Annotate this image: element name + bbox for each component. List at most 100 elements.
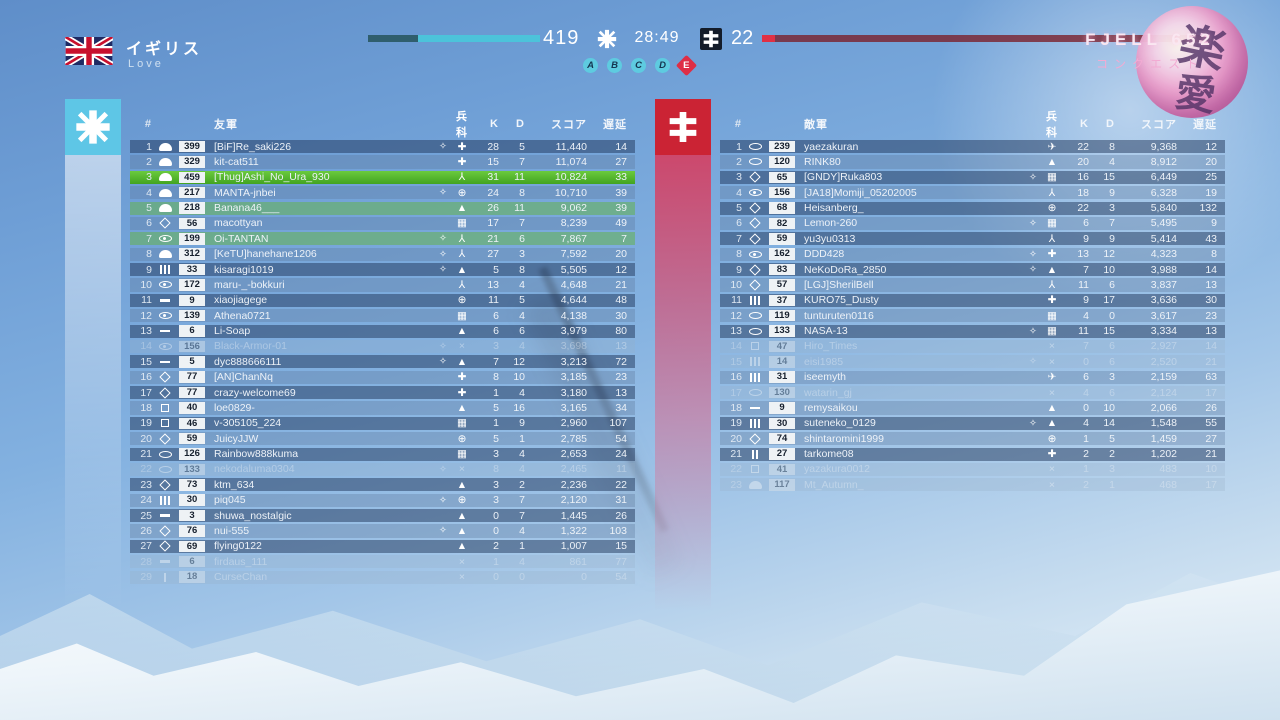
player-row[interactable]: 21 27 tarkome08 ✚ 2 2 1,202 21: [720, 447, 1225, 461]
squad-leader-icon: ✧: [439, 340, 447, 352]
player-row[interactable]: 4 217 MANTA-jnbei ✧ ⊕ 24 8 10,710 39: [130, 186, 635, 200]
player-row[interactable]: 6 56 macottyan ▦ 17 7 8,239 49: [130, 216, 635, 231]
player-row[interactable]: 23 73 ktm_634 ▲ 3 2 2,236 22: [130, 478, 635, 492]
player-row[interactable]: 20 74 shintaromini1999 ⊕ 1 5 1,459 27: [720, 432, 1225, 446]
deaths-value: 10: [1103, 401, 1115, 414]
player-row[interactable]: 22 41 yazakura0012 × 1 3 483 10: [720, 462, 1225, 477]
player-row[interactable]: 10 172 maru-_-bokkuri ⅄ 13 4 4,648 21: [130, 278, 635, 292]
player-row[interactable]: 11 9 xiaojiagege ⊕ 11 5 4,644 48: [130, 293, 635, 307]
score-value: 0: [581, 571, 587, 584]
player-name: yaezakuran: [804, 140, 859, 153]
player-row[interactable]: 29 18 CurseChan × 0 0 0 54: [130, 570, 635, 584]
player-row[interactable]: 8 312 [KeTU]hanehane1206 ✧ ⅄ 27 3 7,592 …: [130, 247, 635, 261]
deaths-value: 6: [1109, 340, 1115, 353]
player-row[interactable]: 9 83 NeKoDoRa_2850 ✧ ▲ 7 10 3,988 14: [720, 263, 1225, 277]
player-row[interactable]: 9 33 kisaragi1019 ✧ ▲ 5 8 5,505 12: [130, 263, 635, 277]
scout-class-icon: ▲: [456, 524, 468, 537]
player-row[interactable]: 22 133 nekodaluma0304 ✧ × 8 4 2,465 11: [130, 462, 635, 477]
player-row[interactable]: 14 47 Hiro_Times × 7 6 2,927 14: [720, 339, 1225, 354]
player-row[interactable]: 23 117 Mt_Autumn_ × 2 1 468 17: [720, 478, 1225, 492]
player-row[interactable]: 26 76 nui-555 ✧ ▲ 0 4 1,322 103: [130, 524, 635, 538]
player-row[interactable]: 21 126 Rainbow888kuma ▦ 3 4 2,653 24: [130, 447, 635, 461]
player-row[interactable]: 3 65 [GNDY]Ruka803 ✧ ▦ 16 15 6,449 25: [720, 170, 1225, 184]
none-class-icon: ×: [1048, 340, 1056, 353]
ping-value: 132: [1199, 202, 1217, 215]
squad-leader-icon: ✧: [439, 494, 447, 506]
player-row[interactable]: 16 77 [AN]ChanNq ✚ 8 10 3,185 23: [130, 370, 635, 384]
player-row[interactable]: 19 30 suteneko_0129 ✧ ▲ 4 14 1,548 55: [720, 416, 1225, 430]
player-row[interactable]: 1 399 [BiF]Re_saki226 ✧ ✚ 28 5 11,440 14: [130, 140, 635, 154]
player-row[interactable]: 24 30 piq045 ✧ ⊕ 3 7 2,120 31: [130, 493, 635, 507]
player-row[interactable]: 14 156 Black-Armor-01 ✧ × 3 4 3,698 13: [130, 339, 635, 354]
diamond-rank-icon: [159, 540, 171, 553]
ping-value: 15: [615, 540, 627, 553]
row-rank-number: 9: [736, 263, 742, 276]
player-name: loe0829-: [214, 401, 255, 414]
kills-value: 2: [493, 540, 499, 553]
player-row[interactable]: 7 199 Oi-TANTAN ✧ ⅄ 21 6 7,867 7: [130, 232, 635, 246]
player-name: Oi-TANTAN: [214, 232, 269, 245]
player-row[interactable]: 3 459 [Thug]Ashi_No_Ura_930 ⅄ 31 11 10,8…: [130, 170, 635, 184]
player-row[interactable]: 18 40 loe0829- ▲ 5 16 3,165 34: [130, 401, 635, 415]
player-row[interactable]: 7 59 yu3yu0313 ⅄ 9 9 5,414 43: [720, 232, 1225, 246]
player-row[interactable]: 2 329 kit-cat511 ✚ 15 7 11,074 27: [130, 155, 635, 169]
player-row[interactable]: 2 120 RINK80 ▲ 20 4 8,912 20: [720, 155, 1225, 169]
helmet-rank-icon: [158, 142, 172, 151]
helmet-rank-icon: [748, 480, 762, 489]
row-rank-number: 9: [146, 263, 152, 276]
deaths-value: 4: [519, 278, 525, 291]
player-row[interactable]: 16 31 iseemyth ✈ 6 3 2,159 63: [720, 370, 1225, 384]
player-row[interactable]: 13 6 Li-Soap ▲ 6 6 3,979 80: [130, 324, 635, 338]
score-value: 3,334: [1150, 325, 1177, 338]
player-row[interactable]: 6 82 Lemon-260 ✧ ▦ 6 7 5,495 9: [720, 216, 1225, 231]
player-row[interactable]: 15 5 dyc888666111 ✧ ▲ 7 12 3,213 72: [130, 355, 635, 369]
none-class-icon: ×: [1048, 478, 1056, 491]
player-row[interactable]: 4 156 [JA18]Momiji_05202005 ⅄ 18 9 6,328…: [720, 186, 1225, 200]
eye-rank-icon: [158, 235, 172, 243]
player-row[interactable]: 10 57 [LGJ]SherilBell ⅄ 11 6 3,837 13: [720, 278, 1225, 292]
player-row[interactable]: 17 130 watarin_gj × 4 6 2,124 17: [720, 386, 1225, 400]
level-badge: 133: [179, 463, 205, 476]
player-row[interactable]: 18 9 remysaikou ▲ 0 10 2,066 26: [720, 401, 1225, 415]
col-team: 敵軍: [804, 119, 828, 131]
player-row[interactable]: 19 46 v-305105_224 ▦ 1 9 2,960 107: [130, 416, 635, 430]
player-name: [GNDY]Ruka803: [804, 171, 883, 184]
kills-value: 5: [493, 263, 499, 276]
player-row[interactable]: 5 218 Banana46___ ▲ 26 11 9,062 39: [130, 201, 635, 215]
squad-leader-icon: ✧: [1029, 356, 1037, 368]
kills-value: 3: [493, 478, 499, 491]
deaths-value: 0: [1109, 309, 1115, 322]
player-row[interactable]: 20 59 JuicyJJW ⊕ 5 1 2,785 54: [130, 432, 635, 446]
player-row[interactable]: 5 68 Heisanberg_ ⊕ 22 3 5,840 132: [720, 201, 1225, 215]
score-value: 4,644: [560, 294, 587, 307]
enemy-ticket-count: 22: [731, 27, 754, 49]
ping-value: 54: [615, 432, 627, 445]
player-row[interactable]: 27 69 flying0122 ▲ 2 1 1,007 15: [130, 539, 635, 553]
row-rank-number: 11: [141, 294, 152, 307]
row-rank-number: 25: [140, 509, 152, 522]
kills-value: 2: [1083, 448, 1089, 461]
player-row[interactable]: 28 6 firdaus_111 × 1 4 861 77: [130, 555, 635, 569]
row-rank-number: 8: [146, 248, 152, 261]
player-row[interactable]: 15 14 eisi1985 ✧ × 0 6 2,520 21: [720, 355, 1225, 369]
score-value: 2,785: [560, 432, 587, 445]
score-value: 1,202: [1150, 448, 1177, 461]
player-row[interactable]: 25 3 shuwa_nostalgic ▲ 0 7 1,445 26: [130, 509, 635, 523]
medic-class-icon: ✚: [457, 155, 467, 168]
score-value: 1,445: [560, 509, 587, 522]
deaths-value: 4: [519, 309, 525, 322]
player-name: crazy-welcome69: [214, 386, 296, 399]
player-row[interactable]: 11 37 KURO75_Dusty ✚ 9 17 3,636 30: [720, 293, 1225, 307]
row-rank-number: 4: [146, 186, 152, 199]
ping-value: 13: [1205, 278, 1217, 291]
deaths-value: 0: [519, 571, 525, 584]
player-row[interactable]: 13 133 NASA-13 ✧ ▦ 11 15 3,334 13: [720, 324, 1225, 338]
player-row[interactable]: 12 119 tunturuten0116 ▦ 4 0 3,617 23: [720, 309, 1225, 323]
player-name: DDD428: [804, 248, 845, 261]
player-row[interactable]: 1 239 yaezakuran ✈ 22 8 9,368 12: [720, 140, 1225, 154]
player-row[interactable]: 8 162 DDD428 ✧ ✚ 13 12 4,323 8: [720, 247, 1225, 261]
row-rank-number: 28: [140, 555, 152, 568]
player-name: piq045: [214, 494, 246, 507]
player-row[interactable]: 12 139 Athena0721 ▦ 6 4 4,138 30: [130, 309, 635, 323]
player-row[interactable]: 17 77 crazy-welcome69 ✚ 1 4 3,180 13: [130, 386, 635, 400]
